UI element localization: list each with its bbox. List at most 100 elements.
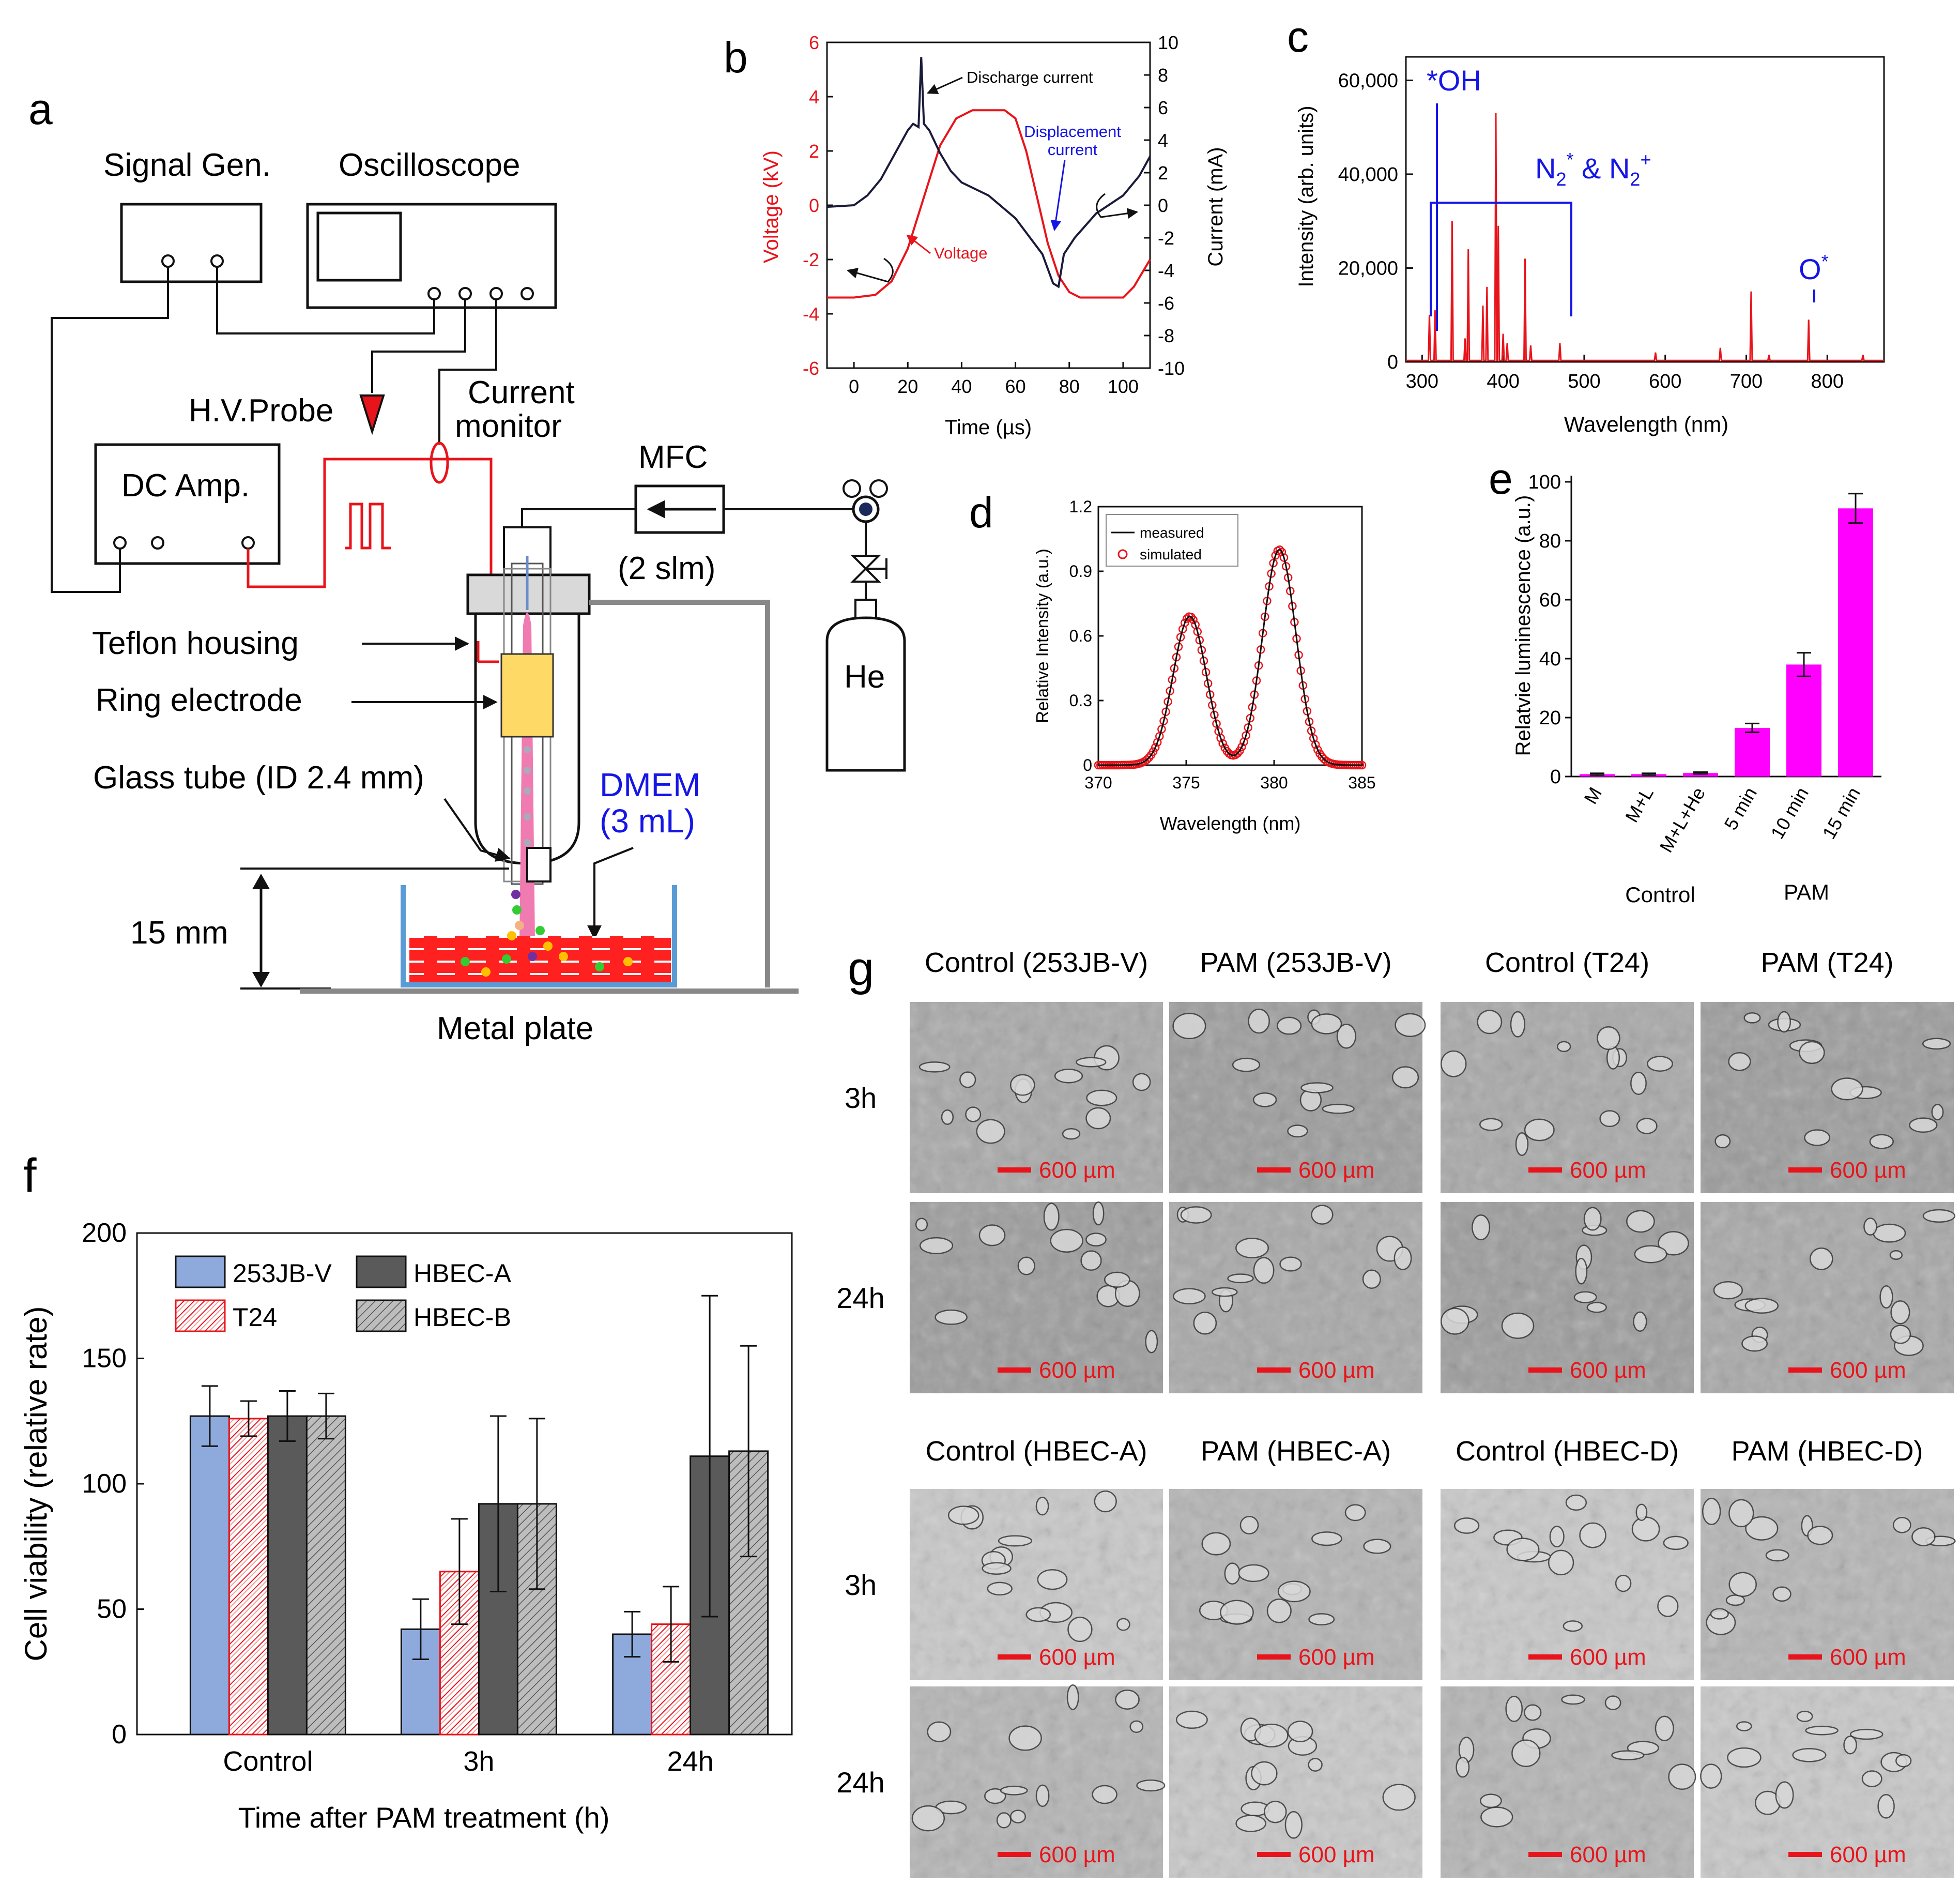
cell: [1115, 1690, 1140, 1710]
cell: [1235, 1815, 1266, 1832]
signal-generator-box: [120, 203, 263, 283]
gauge-icon: [869, 479, 888, 498]
cell: [1363, 1539, 1391, 1554]
reactive-species-dots: [461, 890, 633, 977]
dmem-label-2: (3 mL): [600, 802, 695, 840]
oscilloscope-terminal: [427, 287, 441, 300]
cell: [1248, 1008, 1270, 1034]
cell: [1050, 1228, 1083, 1253]
dc-amp-terminal: [151, 536, 164, 550]
cell: [1136, 1779, 1166, 1792]
luminescence-bar: [1786, 664, 1821, 777]
e-category-label: 15 min: [1818, 784, 1864, 843]
panel-label-d: d: [969, 488, 993, 537]
cell: [1080, 1250, 1102, 1271]
cell: [1890, 1325, 1911, 1344]
simulated-point: [1193, 627, 1202, 636]
luminescence-bar: [1838, 508, 1873, 777]
panel-d-fit: d 370 375 380 385 0 0.3 0.6 0.9 1.2 measured sim…: [969, 488, 1376, 834]
scale-bar-label: 600 µm: [1039, 1358, 1115, 1383]
cell: [1239, 1516, 1259, 1534]
cell: [1094, 1490, 1117, 1513]
viability-bar: [267, 1415, 308, 1736]
cell: [1911, 1527, 1936, 1546]
wire: [438, 299, 497, 445]
f-category-label: 3h: [463, 1746, 494, 1777]
cell: [1663, 1535, 1689, 1550]
panel-f-viability: f 0 50 100 150 200 Control 3h 24h 253JB-V T24 H…: [19, 1149, 793, 1834]
cell: [1599, 1110, 1620, 1128]
n2-annotation: N2* & N2+: [1535, 149, 1651, 190]
luminescence-bars: M M+LM+L+He 5 min 10 min 15 min: [1580, 493, 1873, 856]
micrograph-image: 600 µm: [1701, 1489, 1956, 1680]
cell: [1037, 1569, 1068, 1590]
legend-t24-label: T24: [233, 1303, 277, 1332]
cell: [927, 1721, 952, 1742]
cell: [1863, 1218, 1877, 1236]
cell: [1702, 1498, 1721, 1525]
cell: [1010, 1809, 1026, 1823]
cell: [1009, 1074, 1035, 1096]
cell: [1728, 1499, 1754, 1528]
d-xtick-label: 375: [1172, 773, 1200, 792]
legend-t24-swatch: [175, 1299, 226, 1332]
legend-hbecb-swatch: [356, 1299, 407, 1332]
b-xtick-label: 60: [1005, 376, 1026, 397]
f-ytick-label: 150: [82, 1344, 127, 1374]
cell: [1279, 1256, 1302, 1272]
cell: [1849, 1728, 1884, 1740]
axis-ticks-e: 0 20 40 60 80 100: [1528, 472, 1571, 788]
f-ytick-label: 0: [112, 1720, 127, 1750]
cell: [1201, 1532, 1231, 1556]
cell: [915, 1218, 928, 1231]
cell: [1565, 1494, 1587, 1511]
e-ytick-label: 0: [1550, 766, 1561, 788]
cell: [1238, 1564, 1269, 1583]
cell: [976, 1119, 1005, 1144]
cell: [1615, 1574, 1632, 1592]
e-ytick-label: 20: [1539, 707, 1561, 729]
f-legend: 253JB-V T24 HBEC-A HBEC-B: [175, 1255, 512, 1332]
cell: [1308, 1758, 1323, 1772]
cell: [1909, 1117, 1938, 1133]
panel-c-spectrum: c 300 400 500 600 700 800020,00040,00060,000 …: [1287, 12, 1885, 436]
wire: [371, 299, 466, 393]
cell: [1634, 1245, 1667, 1264]
simulated-point: [1176, 633, 1185, 642]
cell: [1472, 1214, 1491, 1241]
f-ytick-label: 200: [82, 1218, 127, 1248]
cell: [1895, 1754, 1912, 1768]
displacement-arrow: [1050, 160, 1066, 232]
f-ytick-label: 100: [82, 1469, 127, 1499]
cell: [1741, 1335, 1768, 1352]
cell: [1604, 1695, 1621, 1711]
measured-series-line: [1098, 549, 1362, 766]
axis-ticks-c: 300 400 500 600 700 800 0 20,000 40,000 60,000: [1338, 70, 1844, 392]
b-ytick-right-label: -8: [1158, 325, 1174, 346]
cell: [1775, 1781, 1794, 1809]
simulated-point: [1275, 545, 1284, 554]
scale-bar-label: 600 µm: [1830, 1158, 1906, 1183]
cell: [1008, 1725, 1042, 1751]
luminescence-bar: [1683, 773, 1718, 777]
d-ytick-label: 0: [1083, 756, 1092, 774]
cell: [1336, 1024, 1357, 1049]
micrograph-header: PAM (T24): [1760, 947, 1893, 978]
dc-amp-terminal: [113, 536, 127, 550]
c-ytick-label: 0: [1387, 352, 1398, 373]
cell: [1253, 1257, 1275, 1284]
b-ytick-left-label: 4: [809, 86, 819, 108]
cell: [1066, 1684, 1079, 1710]
c-xtick-label: 400: [1487, 371, 1519, 392]
cell: [1710, 1608, 1729, 1620]
micrograph-row-label: 24h: [836, 1282, 884, 1314]
cell: [1264, 1800, 1287, 1823]
b-left-axis-label: Voltage (kV): [760, 150, 783, 263]
b-ytick-right-label: -4: [1158, 260, 1174, 281]
e-ytick-label: 80: [1539, 530, 1561, 552]
micrograph-header: PAM (HBEC-A): [1201, 1436, 1391, 1467]
panel-label-f: f: [23, 1149, 37, 1202]
micrograph-image: 600 µm: [910, 1002, 1163, 1193]
cell: [1062, 1128, 1081, 1140]
scale-bar-label: 600 µm: [1570, 1158, 1646, 1183]
